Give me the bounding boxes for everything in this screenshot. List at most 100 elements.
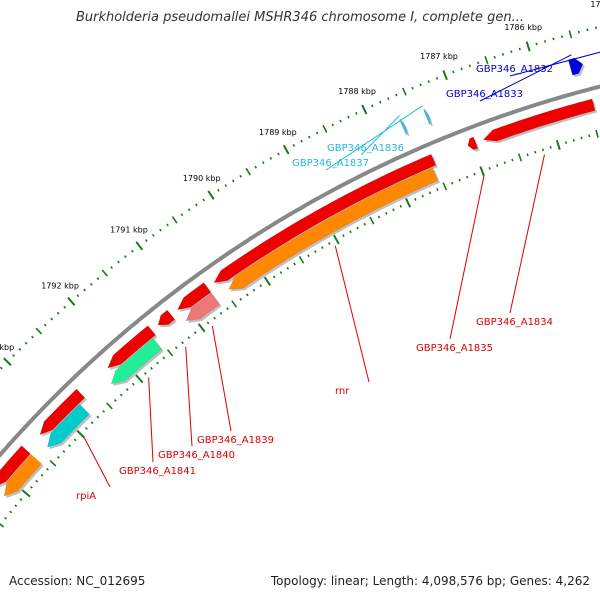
ruler-tick-inner <box>35 479 39 483</box>
ruler-tick-outer <box>411 86 414 90</box>
gene-feature[interactable] <box>228 167 439 290</box>
ruler-tick-outer <box>67 297 76 306</box>
ruler-tick-inner <box>84 426 88 430</box>
gene-label[interactable]: rnr <box>335 386 350 397</box>
ruler-tick-inner <box>314 250 317 254</box>
gene-label[interactable]: GBP346_A1834 <box>476 317 553 328</box>
gene-feature[interactable] <box>568 57 584 76</box>
gene-label[interactable]: GBP346_A1835 <box>416 343 493 354</box>
ruler-tick-outer <box>231 179 235 183</box>
gene-feature[interactable] <box>3 454 42 497</box>
ruler-tick-label: 1788 kbp <box>338 87 376 96</box>
gene-label[interactable]: GBP346_A1833 <box>446 89 523 100</box>
ruler-tick-label: 1792 kbp <box>41 282 79 291</box>
ruler-tick-inner <box>49 459 57 467</box>
gene-label[interactable]: GBP346_A1841 <box>119 466 196 477</box>
ruler-tick-inner <box>62 450 66 453</box>
ruler-tick-inner <box>68 444 71 448</box>
gene-feature[interactable] <box>423 108 432 125</box>
ruler-tick-inner <box>377 215 381 219</box>
ruler-tick-inner <box>517 153 523 162</box>
gene-feature[interactable] <box>213 153 437 284</box>
ruler-tick-inner <box>405 197 412 208</box>
ruler-tick-outer <box>371 104 374 108</box>
ruler-tick-inner <box>187 336 191 340</box>
ruler-tick-inner <box>56 455 60 459</box>
ruler-tick-outer <box>217 188 220 192</box>
ruler-tick-inner <box>162 356 166 360</box>
ruler-tick-outer <box>543 40 547 43</box>
ruler-tick-inner <box>369 216 375 225</box>
ruler-tick-outer <box>501 53 505 56</box>
ruler-tick-inner <box>150 366 153 370</box>
gene-feature[interactable] <box>0 445 31 488</box>
ruler-tick-inner <box>226 307 229 311</box>
ruler-tick-inner <box>279 271 283 275</box>
ruler-tick-outer <box>269 156 273 160</box>
gene-feature[interactable] <box>157 309 176 326</box>
ruler-tick-inner <box>4 516 7 520</box>
gene-feature[interactable] <box>107 325 156 369</box>
ruler-tick-inner <box>213 316 216 320</box>
label-leader-line <box>148 377 154 463</box>
ruler-tick-outer <box>63 305 67 309</box>
ruler-tick-inner <box>488 166 491 170</box>
ruler-tick-outer <box>387 97 390 101</box>
gene-label[interactable]: rpiA <box>76 491 96 502</box>
ruler-tick-inner <box>333 234 340 245</box>
ruler-tick-outer <box>24 341 28 345</box>
gene-feature[interactable] <box>39 388 86 436</box>
gene-feature[interactable] <box>47 403 90 448</box>
ruler-tick-outer <box>452 70 455 74</box>
ruler-tick-inner <box>113 399 117 402</box>
ruler-tick-inner <box>442 182 448 191</box>
gene-label[interactable]: GBP346_A1832 <box>476 64 553 75</box>
ruler-tick-inner <box>436 188 439 191</box>
ruler-tick-inner <box>197 323 206 333</box>
ruler-tick-outer <box>83 288 86 292</box>
ruler-tick-outer <box>12 354 16 357</box>
gene-feature[interactable] <box>399 118 408 135</box>
gene-label[interactable]: GBP346_A1836 <box>327 143 404 154</box>
ruler-tick-inner <box>76 429 85 439</box>
ruler-tick-label: 1790 kbp <box>183 174 221 183</box>
gene-label[interactable]: GBP346_A1839 <box>197 435 274 446</box>
ruler-tick-outer <box>292 143 296 147</box>
feature-layer <box>0 57 598 499</box>
ruler-tick-inner <box>385 211 388 215</box>
ruler-tick-outer <box>144 239 148 242</box>
gene-feature[interactable] <box>482 98 596 142</box>
ruler-tick-outer <box>96 277 100 281</box>
ruler-tick-outer <box>308 135 311 139</box>
ruler-tick-outer <box>43 323 47 327</box>
ruler-tick-inner <box>534 150 537 154</box>
ruler-tick-inner <box>342 234 345 238</box>
label-leader-line <box>83 437 111 488</box>
ruler-tick-outer <box>552 37 555 41</box>
ruler-tick-inner <box>263 276 272 287</box>
ruler-tick-label: 1791 kbp <box>110 225 148 234</box>
ruler-tick-outer <box>89 282 93 286</box>
gene-feature[interactable] <box>185 292 220 322</box>
gene-label[interactable]: GBP346_A1837 <box>292 158 369 169</box>
ruler-tick-outer <box>568 30 573 39</box>
gene-feature[interactable] <box>177 282 212 311</box>
ruler-tick-outer <box>117 260 120 264</box>
ruler-tick-inner <box>349 230 352 234</box>
gene-feature[interactable] <box>467 136 479 151</box>
ruler-tick-label: 1786 kbp <box>504 23 542 32</box>
ruler-tick-outer <box>35 327 43 335</box>
gene-feature[interactable] <box>110 337 163 385</box>
ruler-tick-inner <box>564 141 568 144</box>
label-leader-line <box>360 115 400 156</box>
ruler-tick-outer <box>347 115 350 119</box>
ruler-tick-outer <box>518 47 521 51</box>
ruler-tick-inner <box>166 349 174 357</box>
gene-label[interactable]: GBP346_A1840 <box>158 450 235 461</box>
ruler-tick-outer <box>460 67 463 71</box>
ruler-tick-label: 1785 kbp <box>590 0 600 9</box>
ruler-tick-outer <box>282 144 290 155</box>
ruler-tick-outer <box>468 64 471 68</box>
ruler-tick-inner <box>458 178 461 182</box>
